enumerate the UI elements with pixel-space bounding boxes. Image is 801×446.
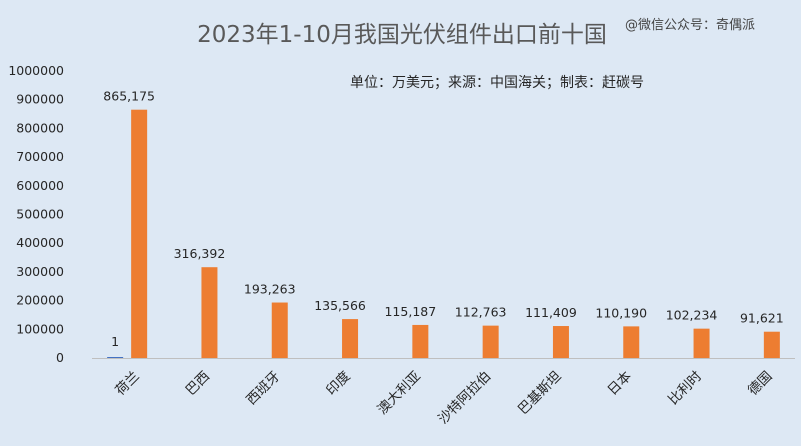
y-tick-label: 600000 <box>16 178 64 193</box>
data-label: 316,392 <box>174 246 226 261</box>
bar-比利时 <box>693 328 710 358</box>
bar-巴基斯坦 <box>552 326 569 358</box>
data-label: 112,763 <box>455 305 507 320</box>
x-tick-label: 西班牙 <box>243 368 283 408</box>
data-label: 1 <box>111 334 119 349</box>
y-tick-label: 700000 <box>16 149 64 164</box>
bar-印度 <box>342 319 359 358</box>
x-tick-label: 德国 <box>745 368 775 398</box>
y-tick-label: 100000 <box>16 321 64 336</box>
bar-日本 <box>623 326 640 358</box>
data-label: 115,187 <box>384 304 436 319</box>
x-axis: 荷兰 巴西 西班牙 印度 澳大利亚 沙特阿拉伯 巴基斯坦 日本 比利时 德国 <box>92 358 795 427</box>
chart-title: 2023年1-10月我国光伏组件出口前十国 <box>197 22 607 48</box>
bar-沙特阿拉伯 <box>482 325 499 358</box>
chart-subtitle: 单位：万美元；来源：中国海关；制表：赶碳号 <box>350 75 644 91</box>
x-tick-label: 沙特阿拉伯 <box>435 368 494 427</box>
data-label: 102,234 <box>666 308 718 323</box>
x-tick-label: 日本 <box>604 368 635 399</box>
x-tick-label: 比利时 <box>665 368 705 408</box>
y-tick-label: 300000 <box>16 264 64 279</box>
x-tick-label: 澳大利亚 <box>374 368 423 417</box>
y-tick-label: 0 <box>56 350 64 365</box>
x-tick-label: 荷兰 <box>112 368 142 398</box>
bar-德国 <box>763 331 780 358</box>
y-tick-label: 900000 <box>16 92 64 107</box>
data-label: 91,621 <box>740 311 784 326</box>
bar-西班牙 <box>271 302 288 358</box>
y-tick-label: 1000000 <box>8 63 64 78</box>
data-labels-group: 1 865,175 316,392 193,263 135,566 115,187 112,… <box>103 89 783 349</box>
y-tick-label: 200000 <box>16 293 64 308</box>
y-tick-label: 800000 <box>16 120 64 135</box>
y-axis: 0 100000 200000 300000 400000 500000 600000 700… <box>8 63 64 365</box>
data-label: 111,409 <box>525 305 577 320</box>
bar-荷兰 <box>107 357 124 358</box>
data-label: 193,263 <box>244 282 296 297</box>
data-label: 110,190 <box>595 305 647 320</box>
x-tick-label: 巴西 <box>183 368 213 398</box>
y-tick-label: 500000 <box>16 207 64 222</box>
bar-巴西 <box>201 267 218 358</box>
watermark-text: @微信公众号：奇偶派 <box>625 17 755 33</box>
x-tick-label: 印度 <box>323 368 353 398</box>
data-label: 135,566 <box>314 298 366 313</box>
bar-荷兰 <box>131 109 148 358</box>
y-tick-label: 400000 <box>16 235 64 250</box>
x-tick-label: 巴基斯坦 <box>514 368 564 418</box>
data-label: 865,175 <box>103 89 155 104</box>
bar-澳大利亚 <box>412 324 429 358</box>
bars-group <box>107 109 780 358</box>
